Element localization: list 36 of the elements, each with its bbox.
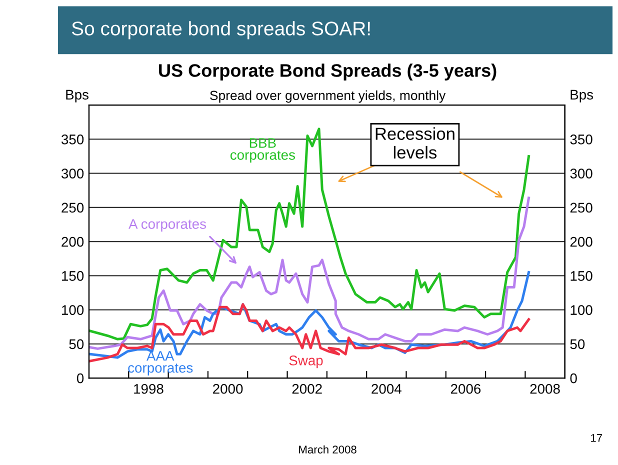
y-tick-label: 350 xyxy=(61,134,84,144)
y-axis-title: Bps xyxy=(66,90,88,102)
y-tick-label: 100 xyxy=(62,305,84,315)
y2-tick-label: 0 xyxy=(570,373,577,384)
series-label: BBB corporates xyxy=(230,138,295,163)
y2-tick-label: 50 xyxy=(570,339,585,350)
text: A corporates xyxy=(128,219,206,232)
series-label: Swap xyxy=(289,356,323,368)
chart-subtitle: Spread over government yields, monthly xyxy=(210,90,446,103)
y2-tick-label: 300 xyxy=(570,168,592,178)
y-tick-label: 300 xyxy=(61,168,84,178)
y-tick-label: 150 xyxy=(62,271,84,281)
x-tick-label: 2002 xyxy=(292,384,322,394)
text: So corporate bond spreads SOAR! xyxy=(72,21,370,40)
y2-tick-label: 150 xyxy=(570,271,592,281)
x-tick-label: 1998 xyxy=(134,384,164,394)
y2-tick-label: 200 xyxy=(570,236,592,247)
x-tick-label: 2006 xyxy=(450,384,481,394)
y2-tick-label: 100 xyxy=(570,305,592,315)
y2-tick-label: 250 xyxy=(570,202,592,213)
series-label: AAA corporates xyxy=(128,351,193,376)
text: 17 xyxy=(591,434,602,442)
text: March 2008 xyxy=(299,445,356,454)
y2-tick-label: 350 xyxy=(570,134,592,144)
x-tick-label: 2008 xyxy=(530,384,560,394)
y-tick-label: 250 xyxy=(62,202,84,213)
chart-title: US Corporate Bond Spreads (3-5 years) xyxy=(159,64,496,80)
line-series xyxy=(88,128,530,340)
y-tick-label: 0 xyxy=(76,373,84,384)
y-tick-label: 200 xyxy=(62,236,84,247)
x-tick-label: 2000 xyxy=(213,384,243,394)
line-series xyxy=(88,196,530,350)
x-tick-label: 2004 xyxy=(372,384,402,394)
y-tick-label: 50 xyxy=(69,339,84,350)
annotation: Recession levels xyxy=(376,127,454,159)
y2-axis-title: Bps xyxy=(570,90,594,102)
